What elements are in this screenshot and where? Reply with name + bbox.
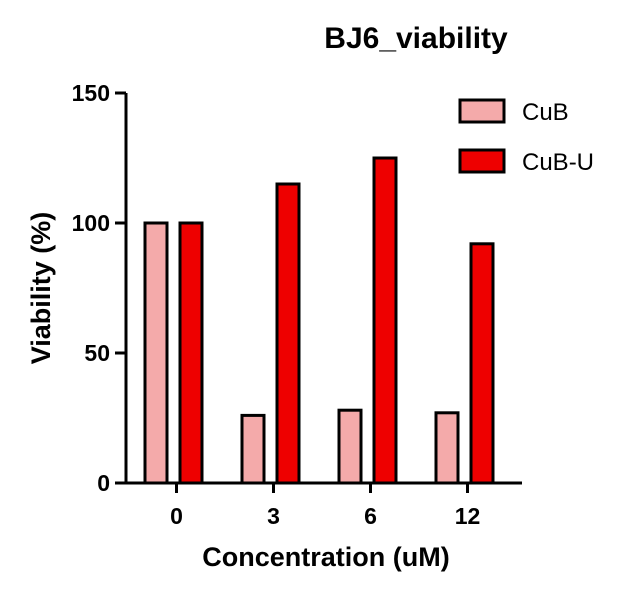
bar-cub-0: [143, 221, 169, 485]
x-tick-label: 0: [170, 503, 183, 529]
legend-swatch-cub-u: [458, 148, 506, 174]
x-tick-label: 12: [455, 503, 481, 529]
x-tick-label: 6: [364, 503, 377, 529]
x-tick-label: 3: [267, 503, 280, 529]
plot-area: 0 3 6 12 0 50 100 150: [72, 80, 522, 529]
y-tick-label: 150: [72, 80, 110, 106]
y-axis-label: Viability (%): [26, 212, 56, 365]
bar-cub-u-6: [372, 156, 398, 485]
bar-cub-12: [434, 411, 460, 485]
chart-title: BJ6_viability: [324, 22, 508, 55]
y-tick-label: 100: [72, 210, 110, 236]
x-axis-label: Concentration (uM): [202, 542, 449, 572]
bar-cub-3: [240, 413, 266, 485]
legend-swatch-cub: [458, 98, 506, 124]
legend-label-cub: CuB: [522, 99, 569, 126]
legend: CuB CuB-U: [458, 98, 594, 176]
bar-cub-6: [337, 408, 363, 485]
y-tick-label: 50: [84, 340, 110, 366]
bar-cub-u-12: [469, 242, 495, 485]
y-tick-label: 0: [97, 470, 110, 496]
bar-cub-u-0: [178, 221, 204, 485]
bar-cub-u-3: [275, 182, 301, 485]
legend-label-cub-u: CuB-U: [522, 149, 594, 176]
